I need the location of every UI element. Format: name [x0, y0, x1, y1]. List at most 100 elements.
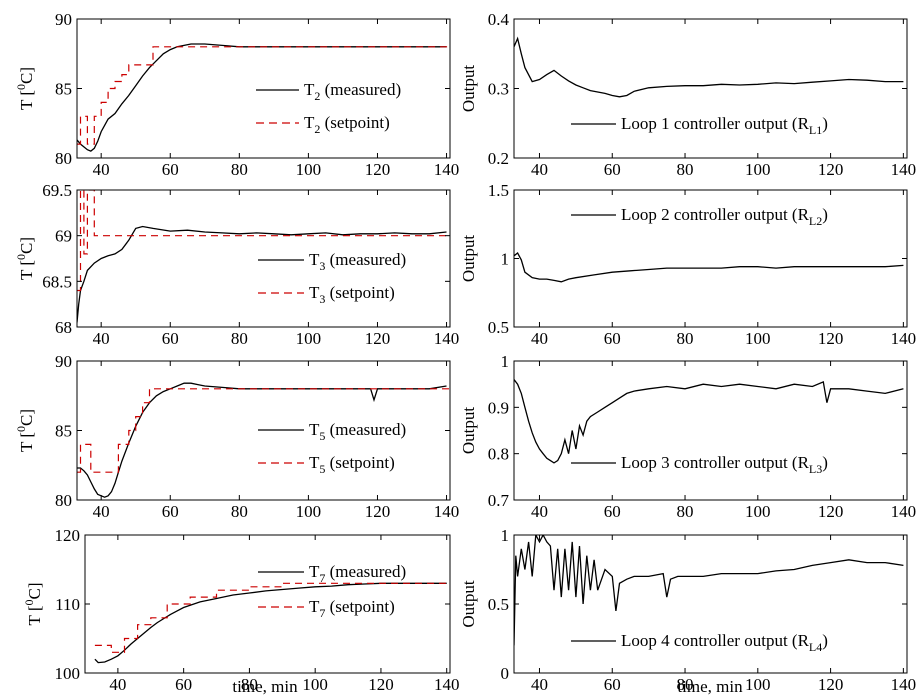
x-tick-label: 140 — [891, 329, 917, 348]
y-tick-label: 1 — [501, 250, 510, 269]
legend-entry: T7 (setpoint) — [309, 597, 395, 620]
x-tick-label: 40 — [93, 329, 110, 348]
y-tick-label: 0.4 — [488, 10, 510, 29]
y-tick-label: 0.5 — [488, 318, 509, 337]
x-tick-label: 40 — [531, 160, 548, 179]
chart-panel-8: 40 60 80 100 120 140 0 0.5 1 Output time, min Loop … — [459, 526, 916, 696]
y-tick-label: 69 — [55, 227, 72, 246]
x-tick-label: 120 — [818, 502, 844, 521]
x-tick-label: 60 — [604, 160, 621, 179]
x-tick-label: 120 — [818, 160, 844, 179]
y-tick-label: 80 — [55, 149, 72, 168]
x-tick-label: 80 — [231, 160, 248, 179]
x-tick-label: 60 — [162, 329, 179, 348]
series-line-2 — [94, 582, 450, 653]
legend: Loop 2 controller output (RL2) — [571, 205, 828, 228]
y-tick-label: 85 — [55, 422, 72, 441]
y-tick-label: 1 — [501, 526, 510, 545]
x-tick-label: 40 — [531, 675, 548, 694]
x-tick-label: 80 — [231, 329, 248, 348]
y-tick-label: 0.5 — [488, 595, 509, 614]
plot-frame — [84, 534, 451, 674]
chart-panel-5: 40 60 80 100 120 140 80 85 90 T [0C] T5 (measured)… — [14, 352, 459, 521]
x-tick-label: 100 — [302, 675, 328, 694]
x-tick-label: 100 — [745, 160, 771, 179]
legend-entry: T3 (setpoint) — [309, 283, 395, 306]
x-tick-label: 80 — [231, 502, 248, 521]
series-line-1 — [514, 535, 904, 646]
series-line-2 — [77, 190, 450, 292]
legend-entry: T5 (measured) — [309, 420, 406, 443]
x-tick-label: 80 — [677, 675, 694, 694]
x-tick-label: 40 — [93, 160, 110, 179]
x-tick-label: 100 — [296, 502, 322, 521]
chart-panel-4: 40 60 80 100 120 140 0.5 1 1.5 Output Loop 2 contr… — [459, 181, 916, 348]
x-tick-label: 40 — [109, 675, 126, 694]
y-axis-label: Output — [459, 580, 478, 628]
legend-entry: Loop 2 controller output (RL2) — [621, 205, 828, 228]
legend: T2 (measured) T2 (setpoint) — [256, 80, 401, 136]
x-axis-label: time, min — [677, 677, 743, 696]
x-tick-label: 140 — [434, 329, 460, 348]
legend: Loop 4 controller output (RL4) — [571, 631, 828, 654]
plot-frame — [76, 189, 451, 328]
x-tick-label: 100 — [296, 160, 322, 179]
y-tick-label: 100 — [55, 664, 81, 683]
x-tick-label: 40 — [93, 502, 110, 521]
x-tick-label: 100 — [745, 675, 771, 694]
x-tick-label: 120 — [818, 329, 844, 348]
series-line-1 — [514, 379, 904, 464]
y-axis-label: T [0C] — [14, 237, 36, 280]
y-tick-label: 68 — [55, 318, 72, 337]
y-axis-label: Output — [459, 407, 478, 455]
chart-panel-2: 40 60 80 100 120 140 0.2 0.3 0.4 Output Loop 1 con… — [459, 10, 916, 179]
x-axis-label: time, min — [232, 677, 298, 696]
legend-entry: T2 (measured) — [304, 80, 401, 103]
series-line-1 — [77, 382, 447, 498]
x-tick-label: 80 — [677, 160, 694, 179]
y-axis-label: Output — [459, 65, 478, 113]
y-tick-label: 68.5 — [42, 272, 72, 291]
x-tick-label: 120 — [365, 160, 391, 179]
series-line-1 — [77, 225, 447, 323]
legend-entry: T5 (setpoint) — [309, 453, 395, 476]
series-line-1 — [94, 582, 447, 664]
legend: T5 (measured) T5 (setpoint) — [258, 420, 406, 476]
x-tick-label: 140 — [891, 675, 917, 694]
y-tick-label: 0.8 — [488, 445, 509, 464]
x-tick-label: 140 — [434, 675, 460, 694]
x-tick-label: 40 — [531, 329, 548, 348]
x-tick-label: 80 — [241, 675, 258, 694]
y-tick-label: 1 — [501, 352, 510, 371]
legend-entry: T3 (measured) — [309, 250, 406, 273]
x-tick-label: 60 — [162, 502, 179, 521]
legend-entry: T2 (setpoint) — [304, 113, 390, 136]
x-tick-label: 60 — [175, 675, 192, 694]
legend-entry: Loop 1 controller output (RL1) — [621, 114, 828, 137]
y-tick-label: 1.5 — [488, 181, 509, 200]
y-axis-label: T [0C] — [22, 583, 44, 626]
legend-entry: Loop 3 controller output (RL3) — [621, 453, 828, 476]
x-tick-label: 60 — [604, 329, 621, 348]
series-line-2 — [77, 46, 450, 145]
y-tick-label: 90 — [55, 10, 72, 29]
x-tick-label: 120 — [818, 675, 844, 694]
y-tick-label: 110 — [55, 595, 80, 614]
y-tick-label: 0 — [501, 664, 510, 683]
legend-entry: T7 (measured) — [309, 562, 406, 585]
x-tick-label: 80 — [677, 329, 694, 348]
x-tick-label: 100 — [745, 329, 771, 348]
legend: Loop 1 controller output (RL1) — [571, 114, 828, 137]
legend: T3 (measured) T3 (setpoint) — [258, 250, 406, 306]
x-tick-label: 80 — [677, 502, 694, 521]
x-tick-label: 140 — [434, 160, 460, 179]
y-tick-label: 0.3 — [488, 80, 509, 99]
x-tick-label: 120 — [365, 329, 391, 348]
x-tick-label: 140 — [891, 160, 917, 179]
y-tick-label: 69.5 — [42, 181, 72, 200]
legend-entry: Loop 4 controller output (RL4) — [621, 631, 828, 654]
x-tick-label: 100 — [745, 502, 771, 521]
x-tick-label: 40 — [531, 502, 548, 521]
y-axis-label: Output — [459, 235, 478, 283]
